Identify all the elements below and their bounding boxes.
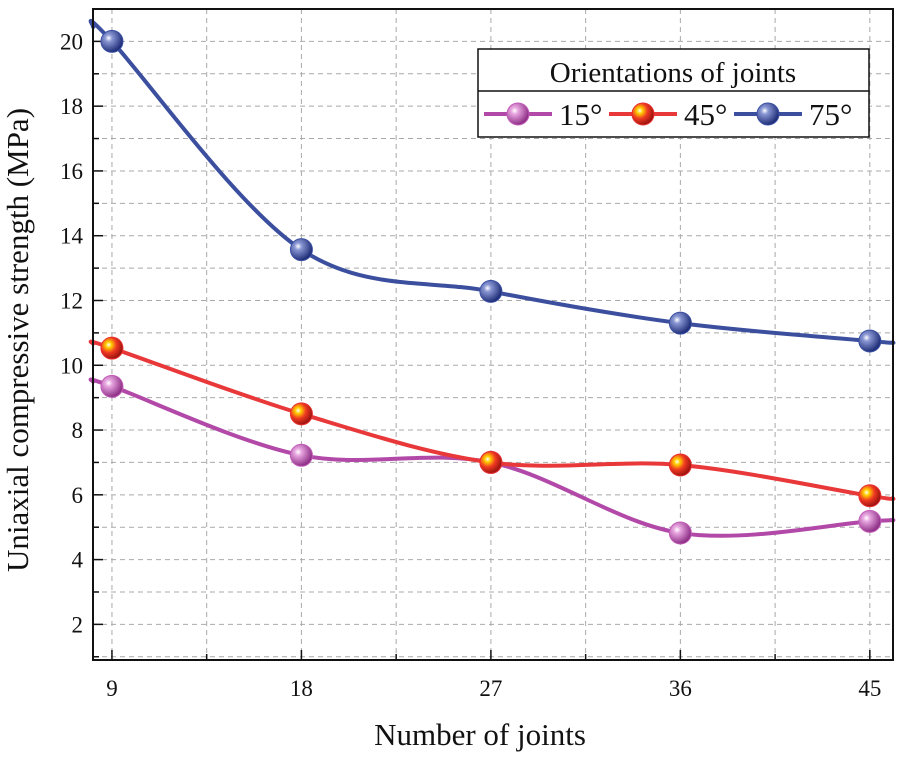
data-point [858,484,882,508]
legend-marker [631,102,655,126]
data-point [668,453,692,477]
y-tick-label: 10 [60,353,83,378]
y-tick-label: 12 [60,288,83,313]
data-point [289,443,313,467]
y-tick-label: 18 [60,94,83,119]
y-tick-label: 14 [60,224,84,249]
legend-entries: 15° 45° 75° [484,97,852,132]
legend-entry: 75° [734,97,852,132]
data-point [858,329,882,353]
legend-marker [506,102,530,126]
x-tick-label: 27 [479,676,502,701]
legend-marker [756,102,780,126]
y-tick-label: 6 [72,483,84,508]
data-point [289,402,313,426]
data-point [479,279,503,303]
x-tick-label: 9 [106,676,118,701]
series [88,18,896,545]
y-tick-label: 8 [72,418,84,443]
y-tick-label: 20 [60,29,83,54]
x-axis-title: Number of joints [374,717,586,752]
legend: Orientations of joints 15° 45° 75° [477,48,870,138]
data-point [100,374,124,398]
y-tick-label: 4 [72,548,84,573]
series-line [88,18,896,345]
series-2 [88,18,896,353]
x-tick-label: 45 [858,676,881,701]
data-point [289,238,313,262]
x-tick-labels: 9 18 27 36 45 [106,676,881,701]
y-tick-label: 2 [72,612,84,637]
data-point [668,521,692,545]
data-point [100,336,124,360]
axis-ticks [93,40,871,660]
x-tick-label: 18 [290,676,313,701]
x-tick-label: 36 [669,676,692,701]
series-1 [88,336,896,508]
legend-entry: 45° [609,97,727,132]
plot-frame [92,8,894,661]
y-tick-labels: 2 4 6 8 10 12 14 16 18 20 [60,29,84,637]
legend-label: 75° [809,97,852,132]
legend-label: 45° [684,97,727,132]
data-point [479,450,503,474]
legend-entry: 15° [484,97,602,132]
legend-title: Orientations of joints [550,57,796,89]
y-tick-label: 16 [60,159,83,184]
y-axis-title: Uniaxial compressive strength (MPa) [0,108,35,572]
legend-label: 15° [559,97,602,132]
data-point [668,311,692,335]
legend-box [477,48,870,138]
data-point [858,509,882,533]
data-point [100,29,124,53]
